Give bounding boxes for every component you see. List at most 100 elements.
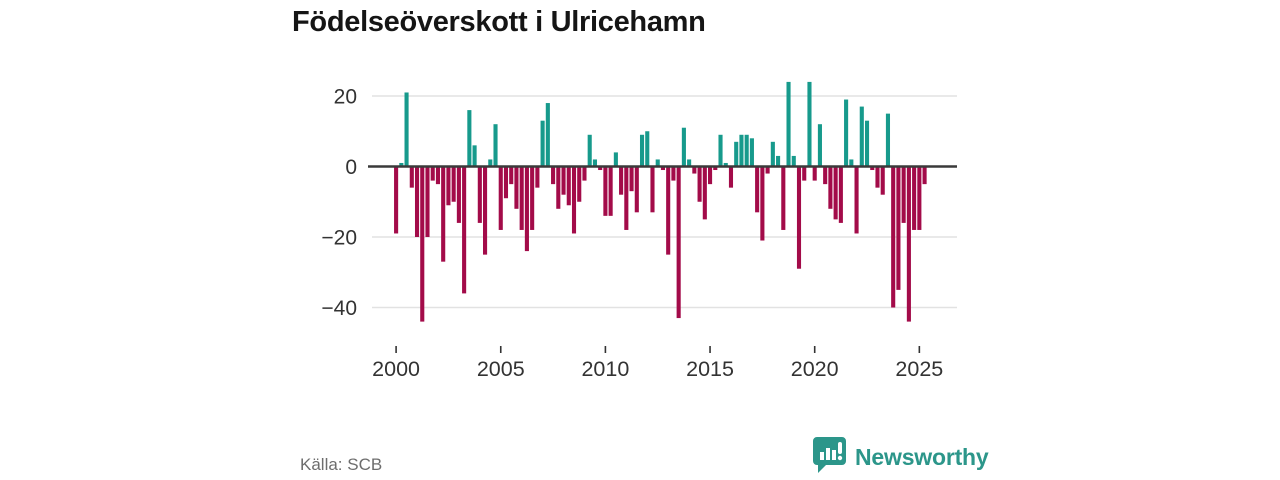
bar-2022Q4	[870, 166, 875, 171]
bar-2025Q1	[917, 166, 922, 230]
bar-2011Q4	[639, 134, 645, 167]
bar-2023Q3	[885, 113, 891, 167]
bar-2007Q1	[540, 120, 545, 167]
bar-2002Q2	[441, 166, 446, 262]
bar-2019Q4	[807, 81, 812, 167]
bar-2009Q3	[592, 159, 597, 167]
chart-title: Födelseöverskott i Ulricehamn	[292, 6, 706, 38]
bar-2015Q4	[723, 162, 728, 167]
bar-2015Q3	[718, 134, 723, 167]
bar-2005Q3	[509, 166, 514, 185]
bar-2010Q2	[608, 166, 613, 216]
bar-2001Q2	[420, 166, 425, 322]
bar-2021Q1	[833, 166, 838, 220]
bar-2003Q2	[462, 166, 467, 294]
bar-2000Q2	[399, 162, 404, 167]
newsworthy-brand-name: Newsworthy	[855, 443, 989, 470]
bar-2024Q4	[912, 166, 917, 230]
bar-2023Q1	[875, 166, 880, 188]
bar-2006Q1	[519, 166, 524, 230]
bar-2013Q2	[671, 166, 676, 181]
bar-2009Q4	[598, 166, 603, 171]
bar-2000Q4	[409, 166, 414, 188]
bar-2018Q4	[786, 81, 791, 167]
bar-2014Q2	[692, 166, 697, 174]
bar-2010Q3	[613, 152, 618, 167]
newsworthy-logo-icon	[812, 436, 847, 479]
bar-2002Q4	[451, 166, 456, 202]
bar-2020Q3	[823, 166, 828, 185]
bar-2006Q3	[530, 166, 535, 230]
bar-2014Q1	[687, 159, 692, 167]
bar-2007Q2	[545, 103, 550, 167]
bar-2024Q1	[896, 166, 901, 290]
bar-2009Q2	[587, 134, 592, 167]
bar-2004Q2	[483, 166, 488, 255]
bar-2021Q3	[844, 99, 849, 167]
bar-2019Q1	[791, 155, 796, 167]
x-tick-label: 2000	[372, 357, 420, 381]
bar-2007Q3	[551, 166, 556, 185]
bar-2016Q1	[728, 166, 734, 188]
bar-2016Q4	[744, 134, 749, 167]
bar-2006Q2	[524, 166, 529, 252]
bar-2014Q4	[702, 166, 707, 220]
bar-2013Q1	[666, 166, 671, 255]
bar-2005Q2	[503, 166, 509, 199]
bar-2021Q2	[838, 166, 843, 223]
bar-2016Q3	[739, 134, 744, 167]
bar-2017Q1	[749, 138, 754, 167]
bar-2002Q3	[446, 166, 451, 206]
bar-2003Q1	[456, 166, 461, 223]
bar-2001Q3	[425, 166, 430, 237]
bar-2004Q1	[477, 166, 482, 223]
bar-2025Q2	[922, 166, 927, 185]
bar-2020Q2	[817, 124, 822, 167]
bar-2024Q2	[901, 166, 906, 223]
x-tick-label: 2020	[791, 357, 839, 381]
bar-2010Q4	[619, 166, 624, 195]
bar-2000Q1	[394, 166, 399, 234]
bar-2022Q1	[854, 166, 859, 234]
bar-2011Q1	[624, 166, 629, 230]
newsworthy-brand: Newsworthy	[812, 436, 989, 479]
bar-2012Q1	[645, 131, 650, 167]
bar-2018Q1	[770, 141, 775, 167]
bar-2002Q1	[435, 166, 441, 185]
bar-2021Q4	[849, 159, 854, 167]
bar-2017Q4	[765, 166, 770, 174]
bar-2005Q1	[498, 166, 503, 230]
bar-2019Q2	[796, 166, 802, 269]
bar-2010Q1	[603, 166, 608, 216]
bar-2022Q2	[859, 106, 864, 167]
bar-2004Q3	[488, 159, 493, 167]
bar-2009Q1	[582, 166, 587, 181]
bar-2014Q3	[697, 166, 702, 202]
y-tick-label: 0	[345, 156, 357, 179]
x-tick-label: 2015	[686, 357, 734, 381]
bar-2000Q3	[404, 92, 409, 167]
y-tick-label: 20	[334, 86, 357, 109]
bar-2015Q2	[713, 166, 718, 171]
bar-2019Q3	[802, 166, 807, 181]
bar-2006Q4	[535, 166, 540, 188]
bar-2011Q2	[629, 166, 634, 192]
bar-2013Q4	[681, 127, 686, 167]
bar-2008Q3	[571, 166, 577, 234]
bar-2020Q4	[828, 166, 833, 209]
bar-2017Q3	[760, 166, 765, 241]
bar-2023Q4	[891, 166, 896, 308]
bar-2005Q4	[514, 166, 519, 209]
bar-2011Q3	[634, 166, 639, 213]
bar-2003Q3	[467, 110, 472, 167]
bar-2017Q2	[755, 166, 760, 213]
bar-2012Q3	[655, 159, 660, 167]
bar-2008Q2	[566, 166, 571, 206]
bar-2022Q3	[864, 120, 870, 167]
bar-2015Q1	[708, 166, 713, 185]
bar-2013Q3	[676, 166, 681, 319]
bar-2008Q4	[577, 166, 582, 202]
bar-2018Q2	[776, 155, 781, 167]
